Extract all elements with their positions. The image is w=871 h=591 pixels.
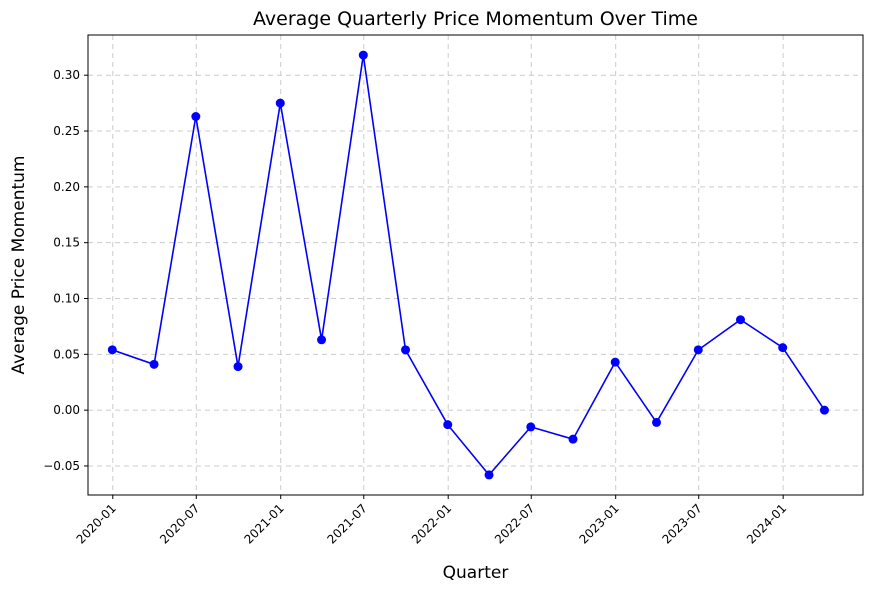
- y-tick-label: 0.15: [53, 236, 80, 250]
- data-point: [778, 343, 788, 353]
- data-point: [735, 315, 745, 325]
- data-point: [233, 362, 243, 372]
- data-point: [107, 345, 117, 355]
- y-tick-label: −0.05: [43, 459, 80, 473]
- data-point: [191, 112, 201, 122]
- y-axis-label: Average Price Momentum: [9, 156, 29, 375]
- data-point: [401, 345, 411, 355]
- data-point: [819, 405, 829, 415]
- data-point: [693, 345, 703, 355]
- data-point: [610, 357, 620, 367]
- data-point: [484, 470, 494, 480]
- y-tick-label: 0.25: [53, 124, 80, 138]
- data-series: [107, 50, 829, 480]
- data-point: [568, 434, 578, 444]
- y-axis-ticks: −0.05 0.00 0.05 0.10 0.15 0.20 0.25 0.30: [43, 68, 88, 473]
- data-point: [317, 335, 327, 345]
- y-tick-label: 0.10: [53, 291, 80, 305]
- grid-lines: [88, 35, 863, 495]
- y-tick-label: 0.00: [53, 403, 80, 417]
- data-point: [275, 98, 285, 108]
- series-line: [112, 54, 826, 477]
- y-tick-label: 0.05: [53, 347, 80, 361]
- data-point: [358, 50, 368, 60]
- x-axis-label: Quarter: [443, 563, 509, 583]
- plot-area-frame: [87, 34, 864, 496]
- data-point: [526, 422, 536, 432]
- y-tick-label: 0.20: [53, 180, 80, 194]
- data-point: [443, 420, 453, 430]
- data-point: [652, 417, 662, 427]
- chart-title: Average Quarterly Price Momentum Over Ti…: [253, 8, 698, 30]
- y-tick-label: 0.30: [53, 68, 80, 82]
- data-point: [149, 359, 159, 369]
